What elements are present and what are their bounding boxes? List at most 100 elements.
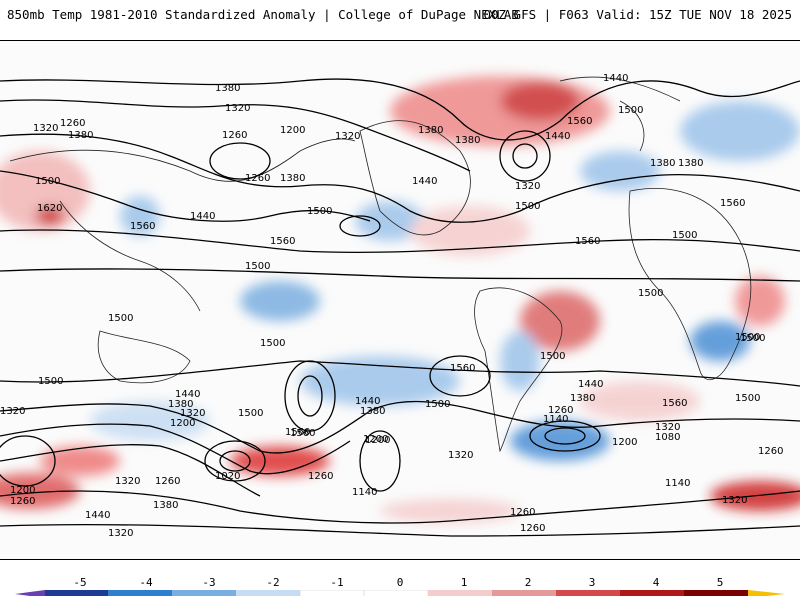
contour-label: 1260 [222, 130, 247, 141]
contour-label: 1320 [225, 103, 250, 114]
contour-label: 1560 [567, 116, 592, 127]
colorbar-swatch [108, 590, 172, 596]
colorbar-label: 4 [652, 576, 660, 589]
contour-label: 1320 [0, 406, 25, 417]
colorbar-swatch [363, 590, 429, 596]
contour-label: 1500 [425, 399, 450, 410]
contour-label: 1380 [678, 158, 703, 169]
height-contours [0, 78, 800, 537]
colorbar-label: -3 [202, 576, 216, 589]
contour-label: 1500 [238, 408, 263, 419]
contour-label: 1260 [758, 446, 783, 457]
contour-label: 1500 [638, 288, 663, 299]
contour-label: 1620 [37, 203, 62, 214]
contour-label: 1500 [515, 201, 540, 212]
colorbar: -5 -4 -3 -2 -1 0 1 2 3 4 5 [0, 560, 800, 600]
contour-label: 1200 [365, 435, 390, 446]
contour-label: 1320 [335, 131, 360, 142]
contour-labels: 1380 1440 1320 1500 1260 1380 1320 1260 … [0, 73, 783, 539]
colorbar-swatch [556, 590, 620, 596]
contour-label: 1320 [108, 528, 133, 539]
contour-label: 1320 [655, 422, 680, 433]
colorbar-swatches [15, 590, 785, 596]
contour-label: 1320 [448, 450, 473, 461]
colorbar-label: -1 [330, 576, 344, 589]
contour-label: 1200 [170, 418, 195, 429]
contour-label: 1260 [520, 523, 545, 534]
contour-label: 1380 [280, 173, 305, 184]
contour-label: 1500 [245, 261, 270, 272]
contour-label: 1380 [68, 130, 93, 141]
colorbar-swatch [684, 590, 748, 596]
anomaly-shading [0, 76, 800, 523]
colorbar-swatch [620, 590, 684, 596]
colorbar-swatch [428, 590, 492, 596]
contour-label: 1260 [245, 173, 270, 184]
contour-label: 1320 [180, 408, 205, 419]
contour-label: 1500 [672, 230, 697, 241]
contour-label: 1440 [190, 211, 215, 222]
contour-label: 1560 [450, 363, 475, 374]
contour-label: 1380 [168, 399, 193, 410]
contour-label: 1560 [575, 236, 600, 247]
contour-label: 1260 [155, 476, 180, 487]
contour-label: 1500 [307, 206, 332, 217]
contour-label: 1140 [543, 414, 568, 425]
contour-label: 1500 [35, 176, 60, 187]
contour-label: 1080 [655, 432, 680, 443]
anomaly-map: 1380 1440 1320 1500 1260 1380 1320 1260 … [0, 73, 800, 539]
colorbar-label: 5 [716, 576, 724, 589]
contour-label: 1200 [612, 437, 637, 448]
colorbar-label: 1 [460, 576, 468, 589]
map-panel[interactable]: 1380 1440 1320 1500 1260 1380 1320 1260 … [0, 40, 800, 560]
contour-label: 1380 [455, 135, 480, 146]
contour-label: 1560 [720, 198, 745, 209]
contour-label: 1260 [10, 496, 35, 507]
contour-label: 1200 [363, 434, 388, 445]
contour-label: 1560 [290, 428, 315, 439]
colorbar-swatch [492, 590, 556, 596]
contour-label: 1140 [665, 478, 690, 489]
contour-label: 1380 [418, 125, 443, 136]
contour-label: 1500 [38, 376, 63, 387]
contour-label: 1260 [548, 405, 573, 416]
contour-label: 1260 [60, 118, 85, 129]
header: 850mb Temp 1981-2010 Standardized Anomal… [0, 0, 800, 34]
colorbar-swatch-purple [15, 590, 45, 596]
contour-label: 1500 [540, 351, 565, 362]
model-run-info: 00Z GFS | F063 Valid: 15Z TUE NOV 18 202… [483, 7, 792, 22]
colorbar-swatch-yellow [748, 590, 785, 596]
colorbar-label: 2 [524, 576, 532, 589]
contour-label: 1440 [412, 176, 437, 187]
contour-label: 1560 [285, 427, 310, 438]
colorbar-swatch [299, 590, 365, 596]
contour-label: 1500 [735, 332, 760, 343]
contour-label: 1320 [115, 476, 140, 487]
colorbar-label: 0 [396, 576, 404, 589]
contour-label: 1380 [215, 83, 240, 94]
contour-label: 1440 [85, 510, 110, 521]
contour-label: 1500 [108, 313, 133, 324]
colorbar-label: -4 [139, 576, 153, 589]
contour-label: 1440 [175, 389, 200, 400]
contour-label: 1560 [130, 221, 155, 232]
contour-label: 1380 [650, 158, 675, 169]
colorbar-swatch [236, 590, 300, 596]
contour-label: 1500 [618, 105, 643, 116]
contour-label: 1560 [662, 398, 687, 409]
contour-label: 1380 [570, 393, 595, 404]
contour-label: 1020 [215, 471, 240, 482]
coastlines [9, 76, 752, 453]
contour-label: 1320 [33, 123, 58, 134]
contour-label: 1440 [355, 396, 380, 407]
contour-label: 1260 [510, 507, 535, 518]
contour-label: 1500 [735, 393, 760, 404]
contour-label: 1260 [308, 471, 333, 482]
map-title: 850mb Temp 1981-2010 Standardized Anomal… [7, 7, 519, 22]
contour-label: 1440 [578, 379, 603, 390]
contour-label: 1500 [740, 333, 765, 344]
contour-label: 1380 [360, 406, 385, 417]
contour-label: 1140 [352, 487, 377, 498]
colorbar-label: 3 [588, 576, 596, 589]
contour-label: 1320 [515, 181, 540, 192]
